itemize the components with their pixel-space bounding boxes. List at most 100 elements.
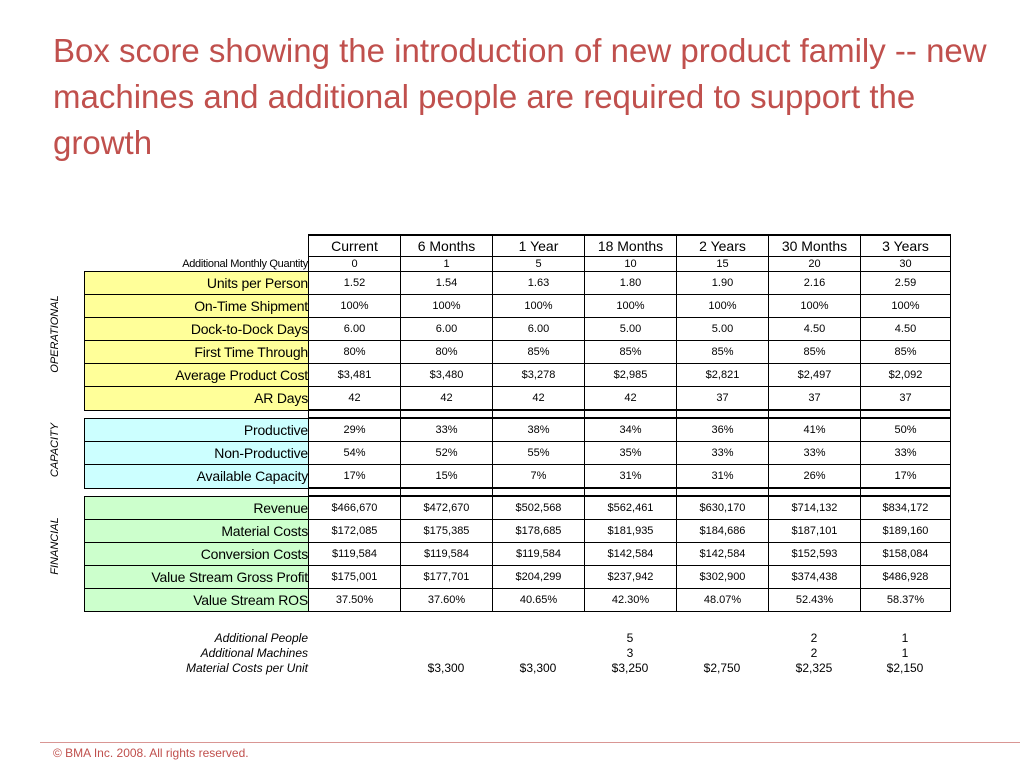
separator-cell — [492, 487, 585, 497]
metric-value: $204,299 — [492, 565, 585, 589]
metric-row: First Time Through 80% 80% 85% 85% 85% 85% 85% — [84, 340, 951, 364]
quantity-value: 30 — [860, 256, 951, 272]
metric-row: Value Stream ROS 37.50% 37.60% 40.65% 42.30%… — [84, 588, 951, 612]
additional-value — [400, 630, 492, 645]
section-label-operational: OPERATIONAL — [49, 295, 61, 373]
metric-value: $119,584 — [308, 542, 401, 566]
metric-value: $177,701 — [400, 565, 493, 589]
metric-label: Available Capacity — [84, 464, 309, 489]
additional-value — [492, 645, 584, 660]
metric-row: Material Costs $172,085 $175,385 $178,685 $1… — [84, 519, 951, 543]
column-header: 18 Months — [584, 234, 677, 257]
separator-cell — [676, 487, 769, 497]
metric-value: 34% — [584, 417, 677, 442]
metric-row: Dock-to-Dock Days 6.00 6.00 6.00 5.00 5.00 4.5… — [84, 317, 951, 341]
additional-value: $2,750 — [703, 660, 741, 675]
additional-value: 3 — [626, 645, 634, 660]
additional-value: 1 — [901, 630, 909, 645]
metric-value: $2,092 — [860, 363, 951, 387]
metric-value: $502,568 — [492, 495, 585, 520]
separator-cell — [400, 487, 493, 497]
metric-row: Value Stream Gross Profit $175,001 $177,70… — [84, 565, 951, 589]
metric-value: 17% — [860, 464, 951, 489]
quantity-row: Additional Monthly Quantity 0 1 5 10 15 20 30 — [85, 256, 951, 272]
metric-value: 100% — [584, 294, 677, 318]
metric-value: 85% — [584, 340, 677, 364]
additional-value: $2,150 — [886, 660, 924, 675]
copyright-footer: © BMA Inc. 2008. All rights reserved. — [53, 746, 249, 760]
metric-value: 6.00 — [492, 317, 585, 341]
metric-row: On-Time Shipment 100% 100% 100% 100% 100% 100%… — [84, 294, 951, 318]
metric-row: Revenue $466,670 $472,670 $502,568 $562,461 $… — [84, 495, 951, 520]
metric-value: 36% — [676, 417, 769, 442]
metric-row: AR Days 42 42 42 42 37 37 37 — [84, 386, 951, 411]
metric-value: 52.43% — [768, 588, 861, 612]
additional-value — [308, 645, 400, 660]
additional-value: 2 — [810, 630, 818, 645]
separator-cell — [768, 487, 861, 497]
metric-value: 26% — [768, 464, 861, 489]
separator-cell — [308, 487, 401, 497]
metric-row: Average Product Cost $3,481 $3,480 $3,278 $2… — [84, 363, 951, 387]
quantity-value: 1 — [400, 256, 493, 272]
metric-label: Value Stream Gross Profit — [84, 565, 309, 589]
metric-value: 33% — [768, 441, 861, 465]
metric-label: Value Stream ROS — [84, 588, 309, 612]
additional-value — [676, 630, 768, 645]
metric-value: 85% — [492, 340, 585, 364]
metric-value: 1.90 — [676, 271, 769, 295]
additional-value — [308, 630, 400, 645]
metric-value: 100% — [308, 294, 401, 318]
metric-value: 85% — [860, 340, 951, 364]
metric-value: $142,584 — [676, 542, 769, 566]
metric-value: 58.37% — [860, 588, 951, 612]
metric-value: 50% — [860, 417, 951, 442]
metric-value: 17% — [308, 464, 401, 489]
metric-label: Units per Person — [84, 271, 309, 295]
metric-value: 55% — [492, 441, 585, 465]
additional-value: 1 — [901, 645, 909, 660]
metric-value: 80% — [400, 340, 493, 364]
metric-value: 42.30% — [584, 588, 677, 612]
metric-value: 42 — [492, 386, 585, 411]
metric-row: Non-Productive 54% 52% 55% 35% 33% 33% 33% — [84, 441, 951, 465]
metric-value: $3,481 — [308, 363, 401, 387]
additional-label: Additional Machines — [200, 645, 308, 660]
metric-value: 42 — [400, 386, 493, 411]
metric-value: $119,584 — [400, 542, 493, 566]
column-header-row: Current 6 Months 1 Year 18 Months 2 Years 30 … — [85, 234, 951, 257]
metric-value: $2,821 — [676, 363, 769, 387]
metric-value: 2.59 — [860, 271, 951, 295]
metric-value: 4.50 — [860, 317, 951, 341]
metric-value: $119,584 — [492, 542, 585, 566]
metric-value: 52% — [400, 441, 493, 465]
metric-value: $3,480 — [400, 363, 493, 387]
column-header: 30 Months — [768, 234, 861, 257]
separator-cell — [85, 488, 309, 496]
additional-value: $3,300 — [519, 660, 557, 675]
metric-value: 42 — [584, 386, 677, 411]
metric-value: $374,438 — [768, 565, 861, 589]
metric-label: Non-Productive — [84, 441, 309, 465]
metric-label: Dock-to-Dock Days — [84, 317, 309, 341]
metric-value: 42 — [308, 386, 401, 411]
metric-value: 33% — [400, 417, 493, 442]
additional-value — [492, 630, 584, 645]
metric-row: Productive 29% 33% 38% 34% 36% 41% 50% — [84, 417, 951, 442]
quantity-value: 10 — [584, 256, 677, 272]
metric-value: $178,685 — [492, 519, 585, 543]
metric-value: 1.80 — [584, 271, 677, 295]
additional-value: 2 — [810, 645, 818, 660]
footer-divider — [40, 742, 1020, 743]
slide-title: Box score showing the introduction of ne… — [53, 32, 987, 161]
metric-row: Available Capacity 17% 15% 7% 31% 31% 26% 17% — [84, 464, 951, 489]
metric-value: $302,900 — [676, 565, 769, 589]
separator-cell — [860, 409, 951, 419]
metric-value: $714,132 — [768, 495, 861, 520]
metric-value: 35% — [584, 441, 677, 465]
metric-value: 37.50% — [308, 588, 401, 612]
metric-value: $834,172 — [860, 495, 951, 520]
additional-row: Additional Machines 3 2 1 — [84, 645, 950, 660]
additional-label: Material Costs per Unit — [185, 660, 308, 675]
metric-value: 6.00 — [308, 317, 401, 341]
